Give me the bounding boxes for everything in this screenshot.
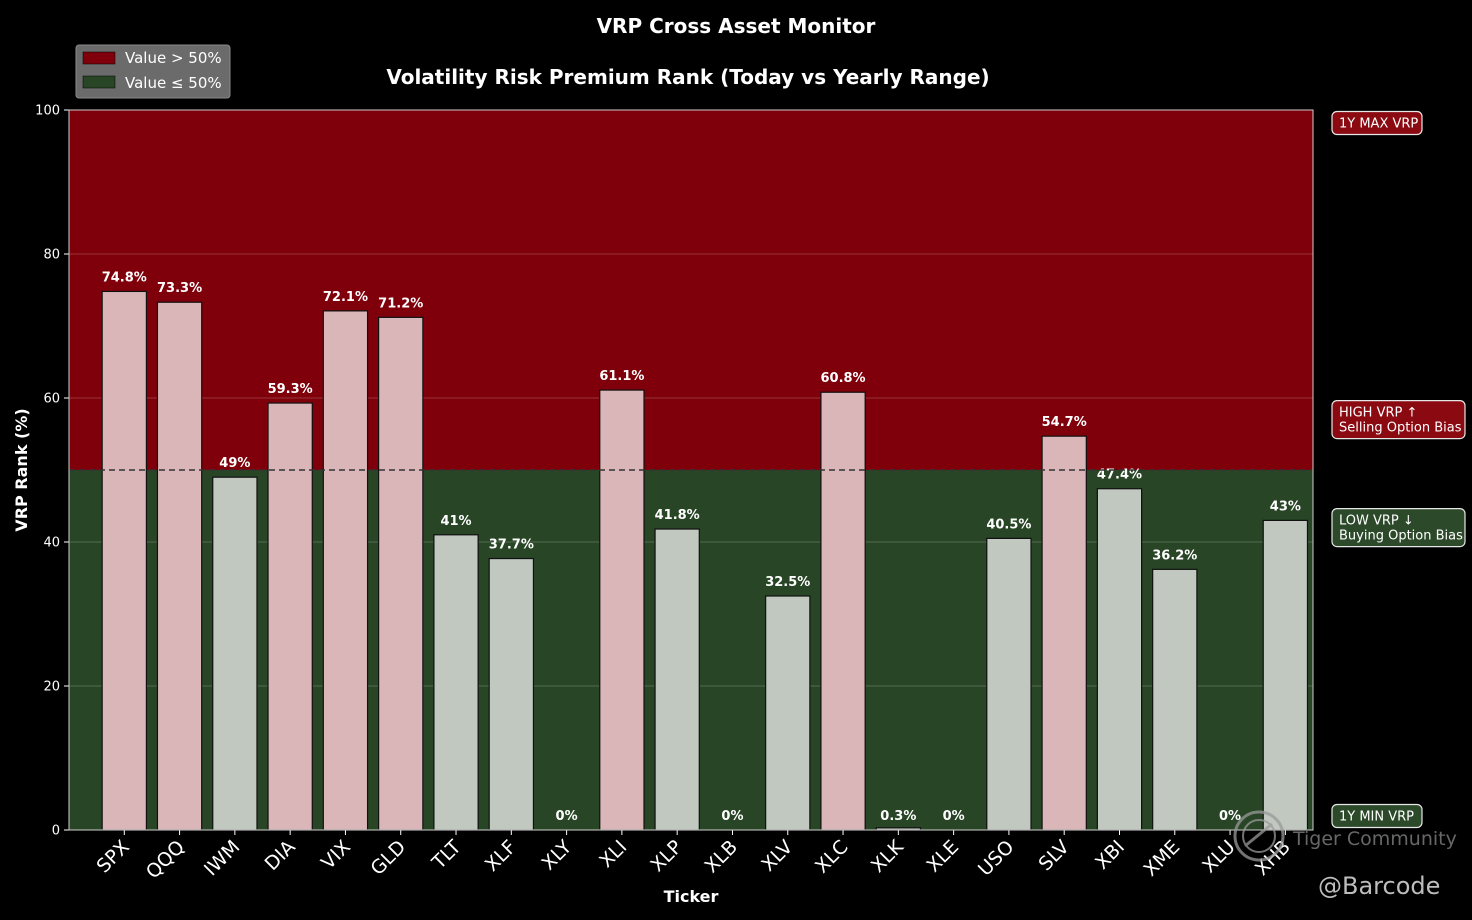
- bar-value-label: 0.3%: [880, 809, 916, 824]
- bar: [765, 595, 811, 831]
- annotation-box: [1331, 508, 1466, 548]
- bar-value-label: 49%: [219, 456, 250, 471]
- bar: [986, 537, 1032, 831]
- bar: [101, 290, 148, 831]
- y-tick-label: 0: [52, 824, 60, 839]
- watermark-brand: Tiger Community: [1292, 828, 1457, 850]
- watermark: Tiger Community: [1233, 810, 1457, 862]
- bar-value-label: 41.8%: [655, 508, 700, 523]
- bar-value-label: 60.8%: [820, 371, 865, 386]
- annotation-label: LOW VRP ↓: [1339, 514, 1414, 529]
- annotations: 1Y MAX VRP HIGH VRP ↑Selling Option Bias L…: [1331, 110, 1466, 829]
- legend-label-low: Value ≤ 50%: [125, 74, 222, 92]
- bar-value-label: 41%: [440, 514, 471, 529]
- y-tick-label: 60: [43, 392, 60, 407]
- bar-value-label: 0%: [721, 809, 743, 824]
- bar-value-label: 0%: [556, 809, 578, 824]
- y-axis-label: VRP Rank (%): [12, 408, 31, 531]
- bar-value-label: 0%: [1219, 809, 1241, 824]
- annotation-label: Selling Option Bias: [1339, 421, 1462, 436]
- bar: [156, 301, 203, 831]
- bar: [488, 557, 535, 831]
- y-tick-label: 100: [35, 104, 60, 119]
- bar: [1152, 568, 1198, 831]
- bar-value-label: 54.7%: [1042, 415, 1087, 430]
- bar-value-label: 47.4%: [1097, 468, 1142, 483]
- annotation-label: Buying Option Bias: [1339, 529, 1463, 544]
- bar-value-label: 37.7%: [489, 538, 534, 553]
- annotation-label: HIGH VRP ↑: [1339, 406, 1417, 421]
- plot-area: 02040608010074.8%SPX73.3%QQQ49%IWM59.3%D…: [35, 104, 1314, 883]
- bar-value-label: 32.5%: [765, 575, 810, 590]
- bar-value-label: 0%: [943, 809, 965, 824]
- annotation-label: 1Y MIN VRP: [1339, 810, 1414, 825]
- bar: [1262, 519, 1309, 831]
- y-tick-label: 40: [43, 536, 60, 551]
- bar-value-label: 40.5%: [986, 517, 1031, 532]
- annotation-label: 1Y MAX VRP: [1339, 117, 1418, 132]
- bar: [433, 534, 479, 831]
- bar: [322, 310, 369, 831]
- bar-value-label: 36.2%: [1152, 548, 1197, 563]
- chart-title: VRP Cross Asset Monitor: [597, 14, 876, 38]
- bar-value-label: 71.2%: [378, 296, 423, 311]
- bar-value-label: 74.8%: [102, 270, 147, 285]
- y-tick-label: 80: [43, 248, 60, 263]
- legend-label-high: Value > 50%: [125, 49, 222, 67]
- watermark-handle: @Barcode: [1318, 872, 1440, 900]
- bar: [1041, 435, 1087, 831]
- annotation-box: [1331, 110, 1423, 136]
- legend-swatch-high: [82, 51, 116, 65]
- legend: Value > 50% Value ≤ 50%: [75, 44, 231, 99]
- legend-swatch-low: [82, 75, 116, 89]
- bar: [599, 389, 645, 831]
- bar: [1096, 488, 1143, 831]
- bar: [820, 391, 866, 831]
- chart-subtitle: Volatility Risk Premium Rank (Today vs Y…: [386, 65, 989, 89]
- tiger-logo-icon: [1233, 810, 1285, 862]
- bar: [267, 402, 313, 831]
- annotation-box: [1331, 803, 1423, 829]
- bar: [212, 476, 258, 831]
- bar-value-label: 43%: [1270, 499, 1301, 514]
- high-vrp-zone: [69, 110, 1313, 470]
- y-tick-label: 20: [43, 680, 60, 695]
- bar-value-label: 72.1%: [323, 290, 368, 305]
- plot-frame: [68, 109, 1314, 831]
- bar-value-label: 59.3%: [268, 382, 313, 397]
- annotation-box: [1331, 400, 1466, 440]
- x-axis-label: Ticker: [664, 887, 719, 906]
- bar-value-label: 73.3%: [157, 281, 202, 296]
- bar: [654, 528, 700, 831]
- bar: [378, 316, 424, 831]
- bar-value-label: 61.1%: [599, 369, 644, 384]
